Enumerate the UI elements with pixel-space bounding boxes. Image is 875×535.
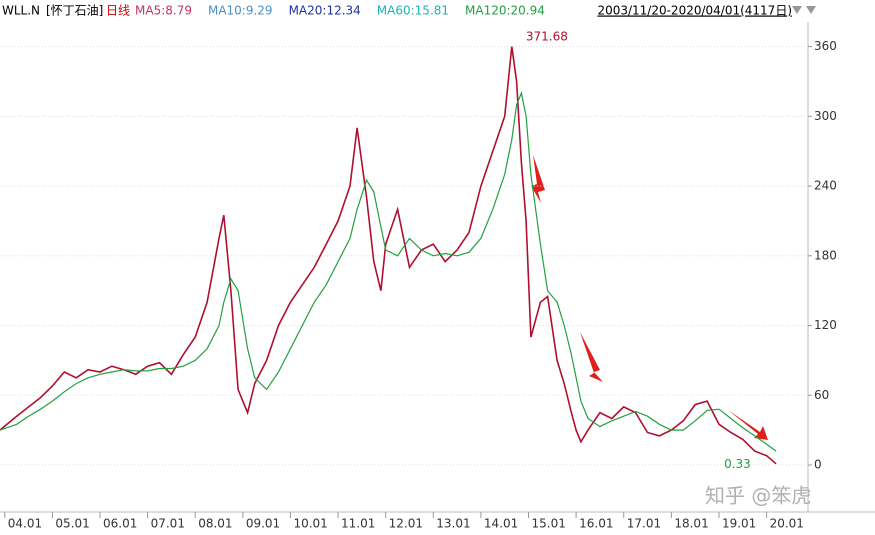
x-tick-label: 20.01 [770,517,804,531]
date-range[interactable]: 2003/11/20-2020/04/01(4117日) [597,4,792,18]
period: 日线 [106,4,130,18]
x-tick-label: 19.01 [722,517,756,531]
x-tick-label: 12.01 [389,517,423,531]
x-tick-label: 05.01 [55,517,89,531]
x-tick-label: 16.01 [579,517,613,531]
x-tick-label: 13.01 [436,517,470,531]
y-tick-label: 60 [814,388,829,402]
x-tick-label: 17.01 [627,517,661,531]
indicator-label: MA10:9.29 [208,4,273,18]
price-line [0,46,777,465]
x-tick-label: 15.01 [532,517,566,531]
dropdown-icon[interactable] [792,6,802,14]
indicator-label: MA20:12.34 [289,4,361,18]
price-line [0,91,777,452]
x-tick-label: 08.01 [198,517,232,531]
indicator-label: MA5:8.79 [135,4,192,18]
dropdown-icon[interactable] [806,6,816,14]
annotation: 0.33 [724,457,751,471]
arrow [531,155,545,203]
y-tick-label: 180 [814,248,837,262]
stock-name: [怀丁石油] [46,4,103,18]
x-tick-label: 09.01 [246,517,280,531]
y-tick-label: 120 [814,318,837,332]
arrow [580,332,603,382]
x-tick-label: 06.01 [103,517,137,531]
y-tick-label: 0 [814,458,822,472]
indicator-label: MA60:15.81 [377,4,449,18]
x-tick-label: 18.01 [674,517,708,531]
x-tick-label: 07.01 [151,517,185,531]
annotation: 371.68 [526,30,568,44]
x-tick-label: 11.01 [341,517,375,531]
indicator-label: MA120:20.94 [465,4,545,18]
x-tick-label: 10.01 [293,517,327,531]
y-tick-label: 360 [814,39,837,53]
symbol: WLL.N [2,4,40,18]
x-tick-label: 14.01 [484,517,518,531]
y-tick-label: 300 [814,109,837,123]
watermark: 知乎 @笨虎 [705,484,811,508]
x-tick-label: 04.01 [8,517,42,531]
arrow [728,410,768,440]
y-tick-label: 240 [814,179,837,193]
